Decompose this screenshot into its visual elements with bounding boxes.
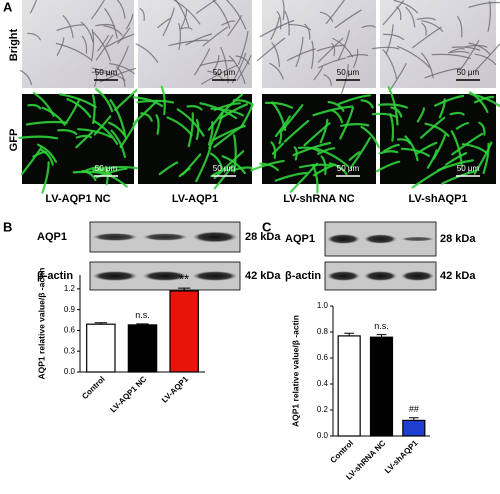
y-tick-label: 0.4: [317, 379, 329, 388]
y-tick-label: 1.0: [317, 301, 329, 310]
significance: n.s.: [135, 310, 150, 320]
blot-band: [327, 271, 360, 281]
bar: [371, 337, 393, 436]
column-label: LV-shRNA NC: [283, 193, 355, 205]
blot-size: 42 kDa: [245, 270, 281, 282]
blot-band: [364, 271, 397, 281]
y-axis-title: AQP1 relative value/β -actin: [290, 315, 300, 427]
panel-label: B: [3, 219, 12, 234]
significance: n.s.: [374, 321, 389, 331]
scale-bar-label: 50 μm: [457, 68, 480, 77]
scale-bar-label: 50 μm: [95, 164, 118, 173]
column-label: LV-AQP1 NC: [45, 193, 110, 205]
blot-band: [401, 237, 434, 242]
y-tick-label: 1.2: [64, 284, 76, 293]
blot-size: 42 kDa: [440, 270, 476, 282]
panel-label: A: [3, 0, 13, 14]
y-tick-label: 0.6: [64, 326, 76, 335]
scale-bar-label: 50 μm: [457, 164, 480, 173]
y-tick-label: 0.8: [317, 327, 329, 336]
blot-band: [327, 234, 360, 244]
blot-name: AQP1: [285, 233, 315, 245]
bar: [128, 325, 156, 372]
scale-bar-label: 50 μm: [95, 68, 118, 77]
blot-band: [143, 233, 188, 241]
x-tick-label: LV-AQP1: [160, 374, 191, 405]
bar: [403, 420, 425, 436]
column-label: LV-shAQP1: [408, 193, 467, 205]
significance: ##: [409, 404, 419, 414]
x-tick-label: LV-shAQP1: [383, 438, 420, 475]
blot-band: [364, 234, 397, 244]
blot-band: [93, 233, 138, 241]
y-tick-label: 0.2: [317, 405, 329, 414]
y-tick-label: 0.0: [64, 367, 76, 376]
blot-size: 28 kDa: [245, 231, 281, 243]
bar: [170, 291, 198, 372]
scale-bar-label: 50 μm: [337, 68, 360, 77]
scale-bar-label: 50 μm: [213, 68, 236, 77]
x-tick-label: Control: [80, 375, 106, 401]
y-tick-label: 0.3: [64, 346, 76, 355]
bar: [338, 336, 360, 436]
blot-name: β-actin: [285, 270, 321, 282]
blot-size: 28 kDa: [440, 233, 476, 245]
significance: **: [179, 272, 189, 287]
column-label: LV-AQP1: [172, 193, 218, 205]
micrographs: 50 μm 50 μm LV-AQP1 NC 50 μm 50 μm LV-AQP1 50 …: [20, 0, 500, 205]
bar: [87, 324, 115, 372]
scale-bar-label: 50 μm: [213, 164, 236, 173]
y-tick-label: 0.6: [317, 353, 329, 362]
x-tick-label: Control: [329, 439, 355, 465]
y-tick-label: 0.0: [317, 431, 329, 440]
blot-band: [193, 232, 238, 243]
x-tick-label: LV-AQP1 NC: [109, 374, 149, 414]
row-label: GFP: [8, 129, 20, 152]
y-axis-title: AQP1 relative value/β -actin: [36, 268, 46, 380]
blot-band: [193, 271, 238, 281]
blot-band: [93, 271, 138, 281]
blot-band: [401, 271, 434, 281]
blot-name: AQP1: [37, 231, 67, 243]
y-tick-label: 0.9: [64, 305, 76, 314]
charts: 0.0 0.3 0.6 0.9 1.2 AQP1 relative value/β -ac…: [36, 268, 430, 482]
scale-bar-label: 50 μm: [337, 164, 360, 173]
row-label: Bright: [8, 28, 20, 61]
